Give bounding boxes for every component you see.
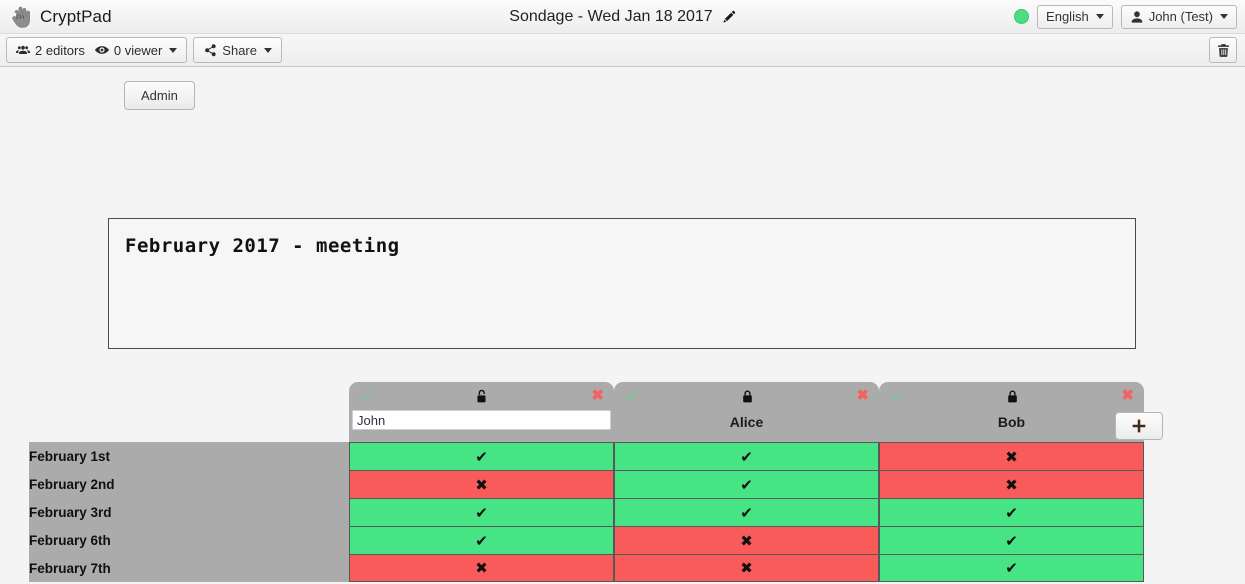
brand: CryptPad: [0, 5, 112, 29]
editors-label: 2 editors: [35, 42, 85, 58]
editors-count: 2 editors: [16, 43, 85, 58]
lock-closed-icon[interactable]: [1005, 389, 1020, 404]
table-row: February 6th ✔ ✖ ✔: [29, 526, 1144, 554]
delete-button[interactable]: [1209, 37, 1237, 63]
poll-table: ✖: [29, 382, 1144, 582]
column-name-1: Alice: [729, 414, 764, 430]
poll-cell-0-2[interactable]: ✖: [879, 442, 1144, 470]
table-row: February 3rd ✔ ✔ ✔: [29, 498, 1144, 526]
poll-cell-1-2[interactable]: ✖: [879, 470, 1144, 498]
poll-body: February 1st ✔ ✔ ✖ February 2nd ✖ ✔ ✖ Fe…: [29, 442, 1144, 582]
share-label: Share: [222, 42, 257, 58]
pencil-icon[interactable]: [722, 10, 736, 24]
eye-icon: [94, 43, 109, 57]
editor-toolbar: 2 editors 0 viewer Share: [0, 34, 1245, 67]
poll-cell-2-1[interactable]: ✔: [614, 498, 879, 526]
row-label-3: February 6th: [29, 526, 349, 554]
poll-cell-2-0[interactable]: ✔: [349, 498, 614, 526]
poll-cell-3-2[interactable]: ✔: [879, 526, 1144, 554]
column-name-input-0[interactable]: [352, 410, 611, 430]
poll-cell-0-0[interactable]: ✔: [349, 442, 614, 470]
chevron-down-icon: [1095, 14, 1104, 19]
user-menu-dropdown[interactable]: John (Test): [1120, 4, 1237, 29]
poll-column-header-0: ✖: [349, 382, 614, 442]
poll-header-row: ✖: [29, 382, 1144, 442]
lock-open-icon[interactable]: [475, 389, 490, 404]
user-icon: [1130, 10, 1144, 24]
remove-column-icon[interactable]: ✖: [1121, 387, 1134, 404]
trash-icon: [1216, 43, 1231, 58]
users-icon: [16, 43, 30, 57]
poll-cell-1-0[interactable]: ✖: [349, 470, 614, 498]
column-name-2: Bob: [997, 414, 1026, 430]
poll-page: Admin February 2017 - meeting: [0, 67, 1245, 583]
check-icon[interactable]: [889, 389, 903, 403]
brand-name: CryptPad: [40, 6, 112, 26]
remove-column-icon[interactable]: ✖: [856, 387, 869, 404]
header-right-controls: English John (Test): [1014, 4, 1237, 29]
poll-cell-3-1[interactable]: ✖: [614, 526, 879, 554]
poll-cell-3-0[interactable]: ✔: [349, 526, 614, 554]
viewers-label: 0 viewer: [113, 42, 163, 58]
poll-column-header-1: ✖ Alice: [614, 382, 879, 442]
poll-corner-spacer: [29, 382, 349, 442]
document-title: Sondage - Wed Jan 18 2017: [0, 8, 1245, 26]
poll-cell-4-1[interactable]: ✖: [614, 554, 879, 582]
user-label: John (Test): [1148, 9, 1213, 24]
lock-closed-icon[interactable]: [740, 389, 755, 404]
poll-table-wrap: ✖: [29, 382, 1144, 582]
share-nodes-icon: [203, 43, 217, 57]
document-title-text: Sondage - Wed Jan 18 2017: [509, 7, 713, 25]
table-row: February 1st ✔ ✔ ✖: [29, 442, 1144, 470]
chevron-down-icon: [1220, 14, 1228, 19]
poll-cell-0-1[interactable]: ✔: [614, 442, 879, 470]
admin-button[interactable]: Admin: [124, 81, 195, 110]
top-bar: CryptPad Sondage - Wed Jan 18 2017 Engli…: [0, 0, 1245, 34]
poll-cell-4-2[interactable]: ✔: [879, 554, 1144, 582]
remove-column-icon[interactable]: ✖: [591, 387, 604, 404]
share-dropdown[interactable]: Share: [193, 37, 282, 63]
cryptpad-fist-logo-icon: [10, 5, 32, 29]
check-icon[interactable]: [359, 389, 373, 403]
chevron-down-icon: [169, 47, 178, 53]
poll-cell-1-1[interactable]: ✔: [614, 470, 879, 498]
poll-description-text: February 2017 - meeting: [125, 235, 400, 257]
poll-cell-4-0[interactable]: ✖: [349, 554, 614, 582]
row-label-0: February 1st: [29, 442, 349, 470]
viewers-count: 0 viewer: [94, 42, 178, 58]
table-row: February 2nd ✖ ✔ ✖: [29, 470, 1144, 498]
plus-icon: [1131, 418, 1147, 434]
poll-column-header-2: ✖ Bob: [879, 382, 1144, 442]
language-label: English: [1046, 9, 1089, 24]
row-label-4: February 7th: [29, 554, 349, 582]
presence-dropdown[interactable]: 2 editors 0 viewer: [6, 37, 188, 63]
row-label-2: February 3rd: [29, 498, 349, 526]
check-icon[interactable]: [624, 389, 638, 403]
poll-cell-2-2[interactable]: ✔: [879, 498, 1144, 526]
table-row: February 7th ✖ ✖ ✔: [29, 554, 1144, 582]
language-dropdown[interactable]: English: [1037, 4, 1113, 29]
admin-row: Admin: [0, 67, 1245, 110]
chevron-down-icon: [264, 47, 272, 53]
row-label-1: February 2nd: [29, 470, 349, 498]
connection-status-dot-icon: [1014, 9, 1030, 24]
add-column-button[interactable]: [1115, 412, 1163, 440]
poll-description-box[interactable]: February 2017 - meeting: [108, 218, 1136, 349]
